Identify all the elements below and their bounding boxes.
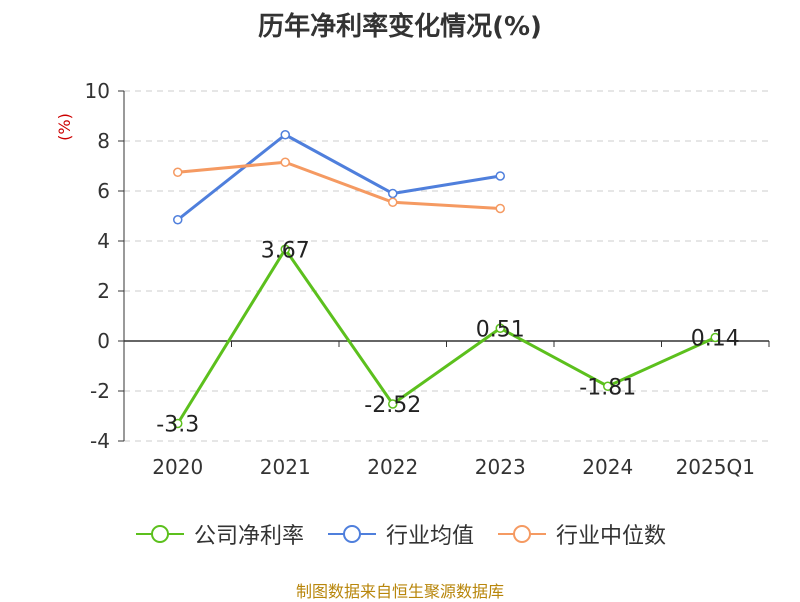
y-tick-label: 4 — [97, 229, 110, 253]
data-point — [495, 323, 505, 333]
y-tick-label: 10 — [85, 79, 110, 103]
x-tick-label: 2023 — [475, 455, 526, 479]
y-tick-label: 8 — [97, 129, 110, 153]
data-label: -2.52 — [364, 393, 421, 418]
axes: 10 8 6 4 2 0 -2 -4 2020 2021 2022 2023 2024 2025Q1 (%) — [55, 79, 770, 479]
source-note: 制图数据来自恒生聚源数据库 — [295, 582, 504, 601]
legend-marker-icon — [327, 525, 376, 543]
data-point — [388, 197, 398, 207]
legend-label: 行业中位数 — [556, 524, 667, 549]
y-tick-label: 6 — [97, 179, 110, 203]
y-tick-label: 2 — [97, 279, 110, 303]
data-point — [280, 157, 290, 167]
data-point — [388, 188, 398, 199]
data-point — [495, 171, 505, 181]
data-label: -3.3 — [156, 413, 199, 438]
data-label: 0.51 — [476, 317, 525, 342]
data-labels: -3.3 3.67 -2.52 0.51 -1.81 0.14 — [156, 238, 739, 437]
legend-label: 公司净利率 — [193, 524, 304, 549]
data-point — [603, 381, 613, 391]
y-tick-label: -2 — [90, 379, 110, 403]
data-point — [710, 332, 720, 343]
data-label: -1.81 — [579, 375, 636, 400]
legend-marker-icon — [135, 525, 184, 543]
legend-item-company-net-margin[interactable]: 公司净利率 — [134, 518, 304, 550]
x-tick-label: 2025Q1 — [676, 455, 755, 479]
series-lines — [173, 130, 720, 429]
legend: 公司净利率 行业均值 行业中位数 — [0, 518, 800, 550]
data-point — [280, 244, 290, 254]
y-tick-label: -4 — [90, 429, 110, 453]
series-line — [176, 247, 716, 425]
legend-item-industry-average[interactable]: 行业均值 — [326, 518, 474, 550]
data-point — [495, 203, 505, 214]
x-tick-label: 2021 — [260, 455, 311, 479]
data-point — [173, 167, 183, 177]
y-tick-label: 0 — [97, 329, 110, 353]
data-label: 0.14 — [691, 327, 740, 352]
x-tick-label: 2020 — [152, 455, 203, 479]
data-point — [173, 215, 183, 225]
legend-label: 行业均值 — [385, 524, 474, 549]
x-tick-label: 2024 — [582, 455, 633, 479]
grid-lines — [124, 90, 769, 442]
data-label: 3.67 — [261, 238, 310, 263]
chart-title: 历年净利率变化情况(%) — [258, 12, 542, 42]
legend-marker-icon — [498, 525, 546, 543]
data-point — [173, 418, 183, 429]
data-point — [280, 130, 290, 140]
data-point — [388, 399, 398, 409]
x-tick-label: 2022 — [367, 455, 418, 479]
legend-item-industry-median[interactable]: 行业中位数 — [496, 518, 666, 550]
y-axis-label: (%) — [55, 113, 74, 141]
series-line — [176, 133, 501, 221]
series-line — [177, 160, 501, 210]
